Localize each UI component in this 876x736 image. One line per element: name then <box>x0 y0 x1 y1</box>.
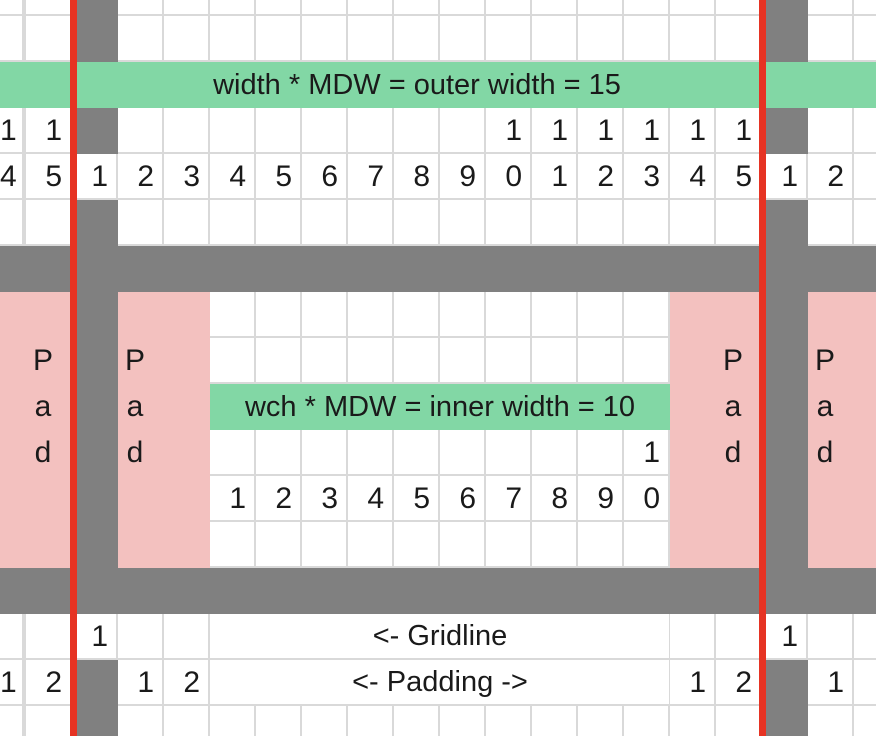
column-boundary-red-line-right <box>759 0 766 736</box>
cell-number: 1 <box>781 160 798 193</box>
pad-letter: P <box>124 344 145 377</box>
cell-number: 1 <box>689 114 706 147</box>
cell-number: 1 <box>551 160 568 193</box>
cell-number: 5 <box>735 160 752 193</box>
padding-annotation: <- Padding -> <box>211 660 669 704</box>
cell-number: 9 <box>597 482 614 515</box>
cell-number: 7 <box>367 160 384 193</box>
padding-block-3 <box>670 292 762 568</box>
cell-number: 7 <box>505 482 522 515</box>
gridline-annotation: <- Gridline <box>211 614 669 658</box>
cell-number: 1 <box>551 114 568 147</box>
gridline-bar-horizontal <box>0 246 876 292</box>
cell-number: 1 <box>0 666 17 699</box>
pad-letter: a <box>34 390 52 423</box>
cell-number: 2 <box>183 666 200 699</box>
cell-number: 3 <box>321 482 338 515</box>
pad-letter: P <box>814 344 835 377</box>
cell-number: 5 <box>45 160 62 193</box>
cell-number: 4 <box>229 160 246 193</box>
cell-number: 1 <box>643 436 660 469</box>
pad-letter: d <box>724 436 742 469</box>
cell-number: 1 <box>505 114 522 147</box>
cell-number: 1 <box>643 114 660 147</box>
cell-number: 1 <box>689 666 706 699</box>
cell-number: 1 <box>597 114 614 147</box>
cell-number: 1 <box>91 160 108 193</box>
cell-number: 4 <box>367 482 384 515</box>
padding-block-4 <box>808 292 876 568</box>
cell-number: 1 <box>45 114 62 147</box>
cell-number: 8 <box>413 160 430 193</box>
outer-width-band <box>0 62 876 108</box>
cell-number: 2 <box>827 160 844 193</box>
padding-block-2 <box>118 292 210 568</box>
cell-number: 0 <box>505 160 522 193</box>
cell-number: 1 <box>781 620 798 653</box>
cell-number: 1 <box>91 620 108 653</box>
pad-letter: a <box>724 390 742 423</box>
cell-number: 6 <box>321 160 338 193</box>
gridline-bar-horizontal <box>0 568 876 614</box>
cell-number: 2 <box>597 160 614 193</box>
cell-number: 1 <box>137 666 154 699</box>
cell-number: 5 <box>413 482 430 515</box>
cell-number: 2 <box>45 666 62 699</box>
cell-number: 8 <box>551 482 568 515</box>
inner-width-band <box>210 384 670 430</box>
inner-width-band-label: wch * MDW = inner width = 10 <box>244 391 636 423</box>
cell-number: 2 <box>137 160 154 193</box>
cell-number: 1 <box>827 666 844 699</box>
pad-letter: a <box>816 390 834 423</box>
cell-number: 2 <box>275 482 292 515</box>
cell-number: 4 <box>689 160 706 193</box>
cell-number: 5 <box>275 160 292 193</box>
cell-number: 1 <box>735 114 752 147</box>
pad-letter: d <box>126 436 144 469</box>
cell-number: 1 <box>229 482 246 515</box>
pad-letter: a <box>126 390 144 423</box>
cell-number: 4 <box>0 160 17 193</box>
padding-block-1 <box>0 292 72 568</box>
pad-letter: d <box>34 436 52 469</box>
pad-letter: P <box>722 344 743 377</box>
cell-number: 0 <box>643 482 660 515</box>
gridline-bar-vertical <box>762 660 808 736</box>
cell-number: 9 <box>459 160 476 193</box>
pad-letter: d <box>816 436 834 469</box>
outer-width-band-label: width * MDW = outer width = 15 <box>213 69 621 101</box>
column-boundary-red-line-left <box>70 0 77 736</box>
gridline-bar-vertical <box>72 660 118 736</box>
cell-number: 1 <box>0 114 17 147</box>
cell-number: 3 <box>643 160 660 193</box>
cell-number: 3 <box>183 160 200 193</box>
cell-number: 6 <box>459 482 476 515</box>
cell-number: 2 <box>735 666 752 699</box>
pad-letter: P <box>32 344 53 377</box>
